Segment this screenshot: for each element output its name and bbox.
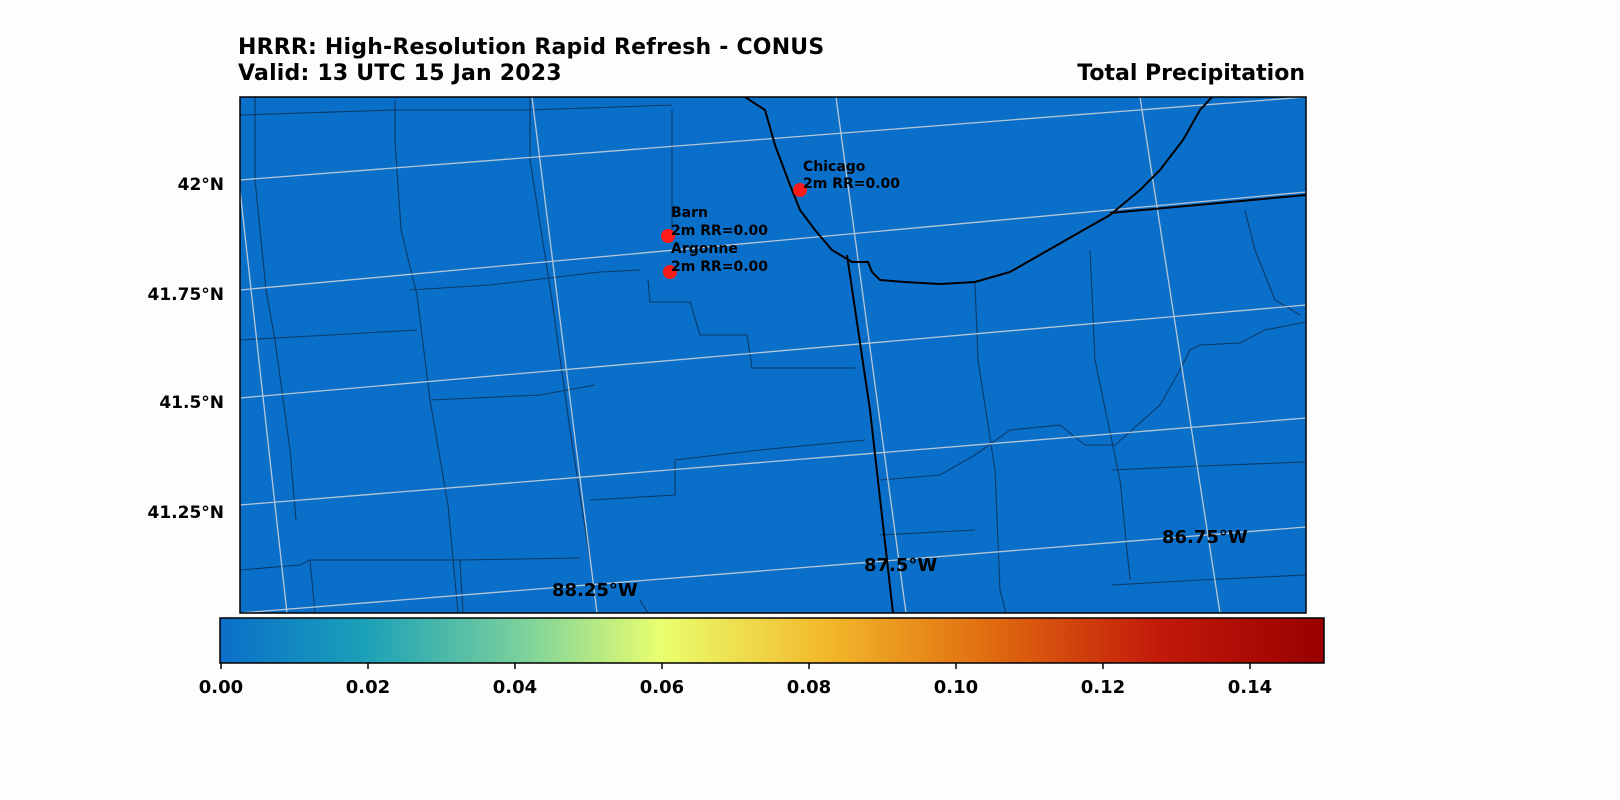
colorbar-tick-0: 0.00 (199, 677, 243, 698)
colorbar-tick-4: 0.08 (787, 677, 831, 698)
lon-label-87-5: 87.5°W (864, 555, 937, 576)
colorbar-tick-5: 0.10 (934, 677, 978, 698)
station-marker-barn (661, 229, 675, 243)
colorbar-tick-3: 0.06 (640, 677, 684, 698)
colorbar (219, 617, 1325, 664)
state-boundaries (744, 97, 1306, 613)
lon-label-86-75: 86.75°W (1162, 527, 1248, 548)
station-value-barn: 2m RR=0.00 (671, 223, 768, 239)
lat-label-41-25: 41.25°N (148, 503, 225, 523)
station-name-chicago: Chicago (803, 159, 866, 175)
station-value-argonne: 2m RR=0.00 (671, 259, 768, 275)
colorbar-tick-2: 0.04 (493, 677, 537, 698)
lat-label-41-5: 41.5°N (159, 393, 224, 413)
colorbar-tick-7: 0.14 (1228, 677, 1272, 698)
colorbar-tick-1: 0.02 (346, 677, 390, 698)
map-background (240, 97, 1306, 613)
colorbar-tick-6: 0.12 (1081, 677, 1125, 698)
station-markers (661, 183, 807, 279)
lon-label-88-25: 88.25°W (552, 580, 638, 601)
field-name: Total Precipitation (1077, 61, 1305, 86)
station-name-argonne: Argonne (671, 241, 738, 257)
station-value-chicago: 2m RR=0.00 (803, 176, 900, 192)
map-layers: Chicago 2m RR=0.00 Barn 2m RR=0.00 Argon… (240, 97, 1306, 613)
map-title: HRRR: High-Resolution Rapid Refresh - CO… (238, 35, 825, 60)
station-name-barn: Barn (671, 205, 708, 221)
lat-label-42: 42°N (178, 175, 224, 195)
lat-label-41-75: 41.75°N (148, 285, 225, 305)
map-frame (239, 96, 1307, 614)
station-marker-chicago (793, 183, 807, 197)
county-boundaries (240, 97, 1306, 613)
station-marker-argonne (663, 265, 677, 279)
valid-time: Valid: 13 UTC 15 Jan 2023 (238, 61, 562, 86)
colorbar-ticks (220, 663, 1251, 669)
